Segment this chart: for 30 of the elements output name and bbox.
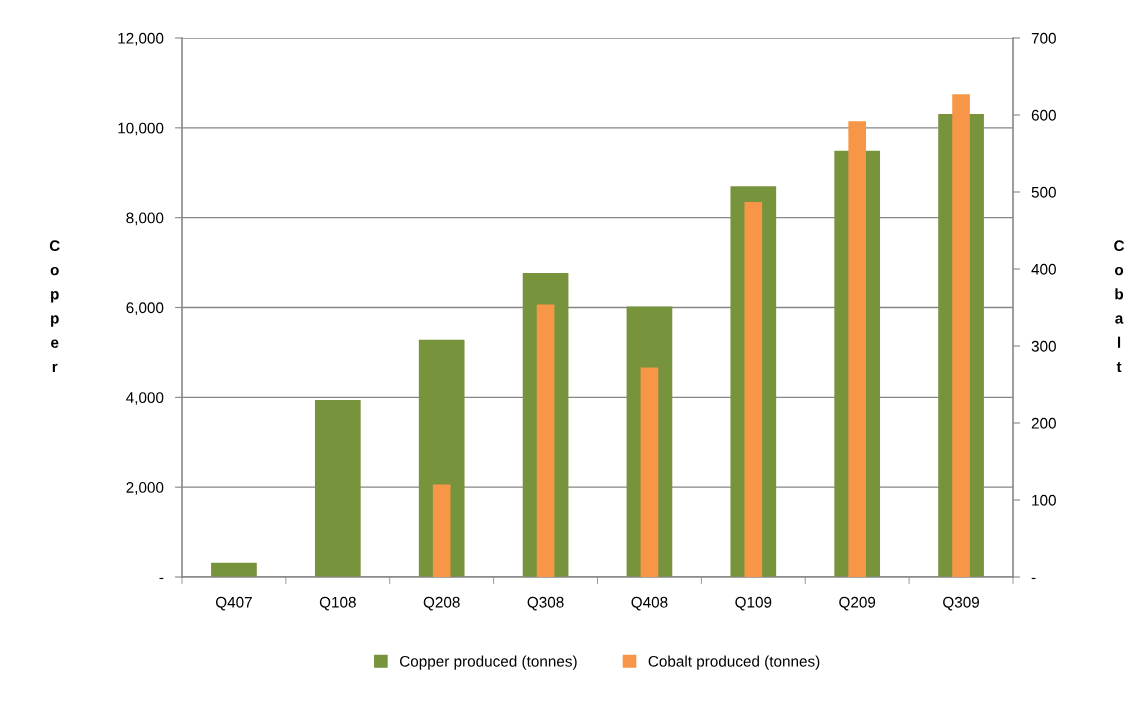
y-axis-title: Copper [49, 240, 60, 372]
x-tick-label: Q408 [631, 596, 668, 611]
y2-tick-label: 100 [1032, 494, 1056, 506]
x-tick-label: Q309 [943, 596, 980, 611]
x-tick-label: Q209 [839, 596, 876, 611]
bar [314, 400, 361, 577]
y2-tick-label: - [1031, 577, 1036, 580]
y-tick-label: 12,000 [118, 32, 164, 46]
x-tick-label: Q108 [319, 596, 356, 611]
y2-tick-label: 700 [1031, 32, 1056, 44]
y-tick-label: 8,000 [126, 212, 164, 226]
y2-tick-label: 300 [1031, 340, 1056, 352]
y2-tick-label: 200 [1031, 417, 1056, 429]
legend-label: Cobalt produced (tonnes) [648, 655, 820, 670]
y2-tick-label: 600 [1031, 109, 1056, 121]
y-tick-label: - [159, 577, 164, 580]
y-tick-label: 2,000 [126, 482, 164, 495]
y-tick-label: 4,000 [126, 392, 164, 405]
bar [432, 484, 451, 577]
x-tick-label: Q109 [735, 596, 772, 611]
x-tick-label: Q208 [423, 596, 460, 611]
y2-tick-label: 400 [1031, 263, 1056, 275]
y2-tick-label: 500 [1031, 186, 1056, 198]
x-tick-label: Q308 [527, 596, 564, 611]
x-tick-label: Q407 [215, 596, 252, 611]
y-tick-label: 10,000 [118, 122, 164, 136]
legend-label: Copper produced (tonnes) [400, 655, 577, 670]
y2-axis-title: Cobalt [1114, 240, 1125, 373]
y-tick-label: 6,000 [126, 302, 164, 315]
bar [211, 562, 257, 577]
